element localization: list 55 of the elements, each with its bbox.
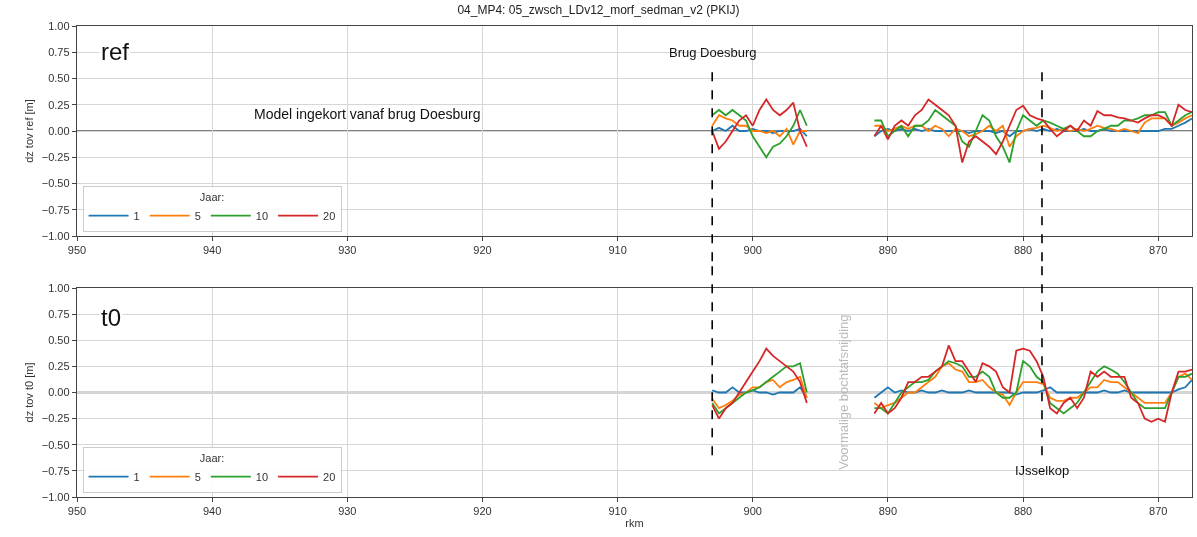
x-tick-label: 870 <box>1149 244 1168 257</box>
y-tick-label: 1.00 <box>48 281 70 294</box>
x-tick-label: 930 <box>338 505 357 518</box>
x-tick-label: 940 <box>202 244 222 257</box>
x-tick-label: 910 <box>608 505 627 518</box>
y-axis-title: dz tov t0 [m] <box>22 362 35 423</box>
ref-line-label: IJsselkop <box>1015 463 1070 478</box>
x-tick-label: 890 <box>878 505 898 518</box>
legend-label: 20 <box>323 470 336 483</box>
annotation: Model ingekort vanaf brug Doesburg <box>254 106 481 122</box>
y-axis-title: dz tov ref [m] <box>22 99 35 163</box>
y-tick-label: −0.50 <box>41 177 70 190</box>
y-tick-label: 0.25 <box>48 360 70 373</box>
legend-label: 5 <box>194 209 201 222</box>
x-tick-label: 900 <box>743 244 762 257</box>
y-tick-label: −0.25 <box>41 151 70 164</box>
y-tick-label: −1.00 <box>41 229 70 242</box>
legend-label: 10 <box>255 209 269 222</box>
x-tick-label: 950 <box>67 505 87 518</box>
y-tick-label: 0.00 <box>48 124 70 137</box>
y-tick-label: −1.00 <box>41 490 70 503</box>
y-tick-label: 1.00 <box>48 19 70 32</box>
x-tick-label: 890 <box>878 244 898 257</box>
y-tick-label: 0.75 <box>48 46 70 59</box>
x-tick-label: 910 <box>608 244 627 257</box>
x-tick-label: 920 <box>473 244 492 257</box>
x-tick-label: 950 <box>67 244 87 257</box>
y-tick-label: 0.50 <box>48 334 70 347</box>
x-axis-title: rkm <box>625 517 644 530</box>
y-tick-label: −0.50 <box>41 438 70 451</box>
legend-title: Jaar: <box>199 191 225 204</box>
legend-label: 20 <box>323 209 336 222</box>
y-tick-label: 0.75 <box>48 307 70 320</box>
x-tick-label: 900 <box>743 505 762 518</box>
legend-label: 1 <box>133 470 140 483</box>
chart-title: 04_MP4: 05_zwsch_LDv12_morf_sedman_v2 (PKIJ) <box>457 3 740 18</box>
y-tick-label: 0.50 <box>48 72 70 85</box>
annotation: t0 <box>101 304 122 331</box>
y-tick-label: 0.00 <box>48 386 70 399</box>
legend-label: 1 <box>133 209 140 222</box>
x-tick-label: 870 <box>1149 505 1168 518</box>
annotation: ref <box>101 38 130 65</box>
x-tick-label: 880 <box>1013 505 1033 518</box>
y-tick-label: 0.25 <box>48 98 70 111</box>
y-tick-label: −0.75 <box>41 203 70 216</box>
y-tick-label: −0.75 <box>41 464 70 477</box>
legend-title: Jaar: <box>199 452 225 465</box>
y-tick-label: −0.25 <box>41 412 70 425</box>
legend-label: 5 <box>194 470 201 483</box>
x-tick-label: 920 <box>473 505 492 518</box>
x-tick-label: 930 <box>338 244 357 257</box>
ref-line-label: Brug Doesburg <box>669 45 757 60</box>
legend-label: 10 <box>255 470 269 483</box>
x-tick-label: 940 <box>202 505 222 518</box>
x-tick-label: 880 <box>1013 244 1033 257</box>
